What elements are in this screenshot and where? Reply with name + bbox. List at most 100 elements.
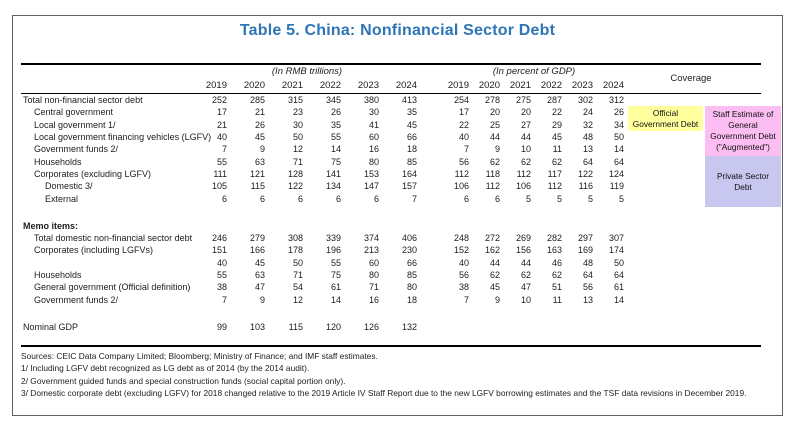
coverage-box-line: Private Sector (716, 170, 770, 181)
row-label: Corporates (excluding LGFV) (34, 168, 152, 179)
rmb-value-cell: 75 (330, 156, 341, 167)
rmb-value-cell: 406 (401, 233, 417, 244)
gdp-value-cell: 7 (463, 144, 469, 155)
gdp-value-cell: 162 (484, 245, 500, 256)
rmb-value-cell: 178 (287, 245, 303, 256)
year-header-rmb: 2023 (357, 80, 379, 91)
gdp-value-cell: 7 (463, 294, 469, 305)
rmb-value-cell: 6 (335, 193, 341, 204)
row-label: Central government (34, 107, 114, 118)
gdp-value-cell: 56 (582, 282, 593, 293)
rmb-value-cell: 380 (363, 95, 379, 106)
row-label: Memo items: (23, 220, 79, 231)
year-header-gdp: 2020 (478, 80, 500, 91)
gdp-value-cell: 124 (608, 168, 624, 179)
row-label: Domestic 3/ (45, 181, 93, 192)
rmb-value-cell: 279 (249, 233, 265, 244)
unit-rmb-label: (In RMB trillions) (271, 66, 343, 77)
gdp-value-cell: 275 (515, 95, 531, 106)
gdp-value-cell: 122 (577, 168, 593, 179)
rmb-value-cell: 71 (368, 282, 379, 293)
rmb-value-cell: 18 (406, 144, 417, 155)
gdp-value-cell: 62 (489, 156, 500, 167)
gdp-value-cell: 62 (551, 270, 562, 280)
year-header-gdp: 2022 (540, 80, 562, 91)
rmb-value-cell: 315 (287, 95, 303, 106)
gdp-value-cell: 20 (520, 107, 531, 118)
rmb-value-cell: 85 (406, 156, 417, 167)
table-row: Nominal GDP 99 103 115 120 126 132 (21, 321, 761, 333)
gdp-value-cell: 34 (613, 119, 624, 130)
gdp-value-cell: 6 (494, 193, 500, 204)
rmb-value-cell: 55 (330, 257, 341, 268)
rmb-value-cell: 35 (330, 119, 341, 130)
rmb-value-cell: 308 (287, 233, 303, 244)
rmb-value-cell: 153 (363, 168, 379, 179)
rmb-value-cell: 26 (254, 119, 265, 130)
gdp-value-cell: 29 (551, 119, 562, 130)
coverage-box-private-sector-debt: Private Sector Debt (705, 156, 781, 207)
coverage-box-line: Government Debt (632, 118, 699, 129)
gdp-value-cell: 278 (484, 95, 500, 106)
rmb-value-cell: 16 (368, 294, 379, 305)
rmb-value-cell: 126 (363, 321, 379, 332)
gdp-value-cell: 112 (516, 168, 531, 179)
rmb-value-cell: 12 (292, 144, 303, 155)
rmb-value-cell: 45 (254, 132, 265, 143)
rmb-value-cell: 40 (216, 132, 227, 143)
gdp-value-cell: 56 (458, 270, 469, 280)
rmb-value-cell: 45 (254, 257, 265, 268)
rmb-value-cell: 141 (325, 168, 341, 179)
gdp-value-cell: 106 (453, 181, 469, 192)
rmb-value-cell: 122 (287, 181, 303, 192)
gdp-value-cell: 50 (613, 257, 624, 268)
coverage-box-line: Debt (734, 181, 752, 192)
table-row: 40 45 50 55 60 66 40 44 44 46 48 50 (21, 257, 761, 269)
rmb-value-cell: 75 (330, 270, 341, 280)
gdp-value-cell: 282 (546, 233, 562, 244)
gdp-value-cell: 25 (489, 119, 500, 130)
rmb-value-cell: 80 (406, 282, 417, 293)
gdp-value-cell: 38 (458, 282, 469, 293)
gdp-value-cell: 27 (520, 119, 531, 130)
rmb-value-cell: 80 (368, 156, 379, 167)
gdp-value-cell: 64 (613, 156, 624, 167)
rmb-value-cell: 6 (259, 193, 265, 204)
table-row: Local government financing vehicles (LGF… (21, 131, 761, 143)
gdp-value-cell: 117 (547, 168, 562, 179)
coverage-box-line: General (728, 120, 758, 130)
rmb-value-cell: 345 (325, 95, 341, 106)
rmb-value-cell: 196 (325, 245, 341, 256)
gdp-value-cell: 46 (551, 257, 562, 268)
gdp-value-cell: 11 (552, 144, 562, 155)
row-label: Government funds 2/ (34, 294, 119, 305)
rmb-value-cell: 151 (211, 245, 227, 256)
rmb-value-cell: 26 (330, 107, 341, 118)
gdp-value-cell: 64 (582, 270, 593, 280)
row-label: Government funds 2/ (34, 144, 119, 155)
row-label: External (45, 193, 79, 204)
rmb-value-cell: 132 (401, 321, 417, 332)
gdp-value-cell: 45 (551, 132, 562, 143)
year-header-gdp: 2024 (602, 80, 624, 91)
rmb-value-cell: 147 (363, 181, 379, 192)
gdp-value-cell: 112 (485, 181, 500, 192)
rmb-value-cell: 99 (216, 321, 227, 332)
gdp-value-cell: 10 (520, 294, 531, 305)
gdp-value-cell: 9 (494, 294, 500, 305)
row-label: Corporates (including LGFVs) (34, 245, 154, 256)
gdp-value-cell: 48 (582, 132, 593, 143)
rmb-value-cell: 115 (288, 321, 303, 332)
gdp-value-cell: 62 (489, 270, 500, 280)
rmb-value-cell: 115 (250, 181, 265, 192)
rmb-value-cell: 55 (216, 270, 227, 280)
rmb-value-cell: 85 (406, 270, 417, 280)
rmb-value-cell: 66 (406, 132, 417, 143)
footnotes: Sources: CEIC Data Company Limited; Bloo… (21, 350, 776, 399)
rmb-value-cell: 339 (325, 233, 341, 244)
rmb-value-cell: 63 (254, 156, 265, 167)
gdp-value-cell: 22 (551, 107, 562, 118)
row-label: Households (34, 270, 82, 280)
table-row: Corporates (excluding LGFV) 111 121 128 141 1… (21, 168, 761, 180)
footnote: 3/ Domestic corporate debt (excluding LG… (21, 387, 747, 398)
